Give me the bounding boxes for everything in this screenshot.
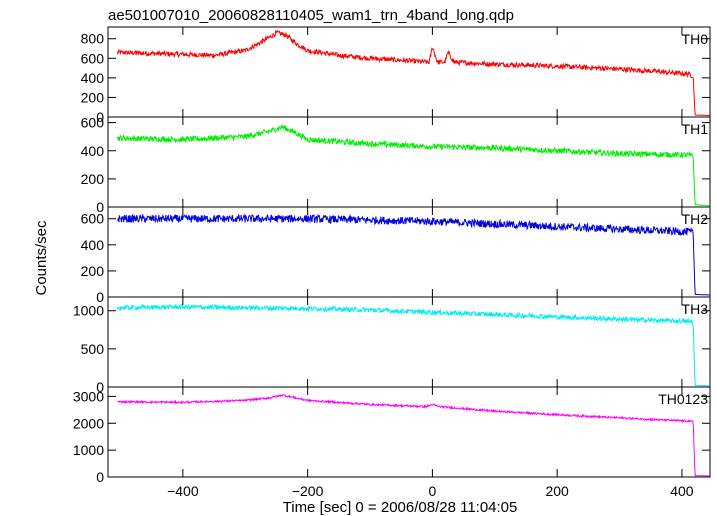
y-tick-label: 600 [81,115,105,131]
y-tick-label: 3000 [73,388,104,404]
x-tick-label: 0 [428,483,436,499]
y-tick-label: 400 [81,237,105,253]
panel-th3: 0 500 1000 TH3 [73,296,711,395]
y-tick-label: 200 [81,171,105,187]
y-tick-label: 0 [96,469,104,485]
y-tick-label: 2000 [73,415,104,431]
y-tick-label: 1000 [73,442,104,458]
panel-label: TH3 [682,301,709,317]
panel-frame [107,386,711,478]
panel-label: TH1 [682,121,709,137]
panel-label: TH0 [682,31,709,47]
panel-frame [107,26,711,118]
panel-frame [107,296,711,388]
y-tick-label: 200 [81,89,105,105]
panel-th1: 0 200 400 600 TH1 [81,115,711,215]
series-line-th2 [116,213,710,296]
series-line-th0 [116,29,710,116]
y-tick-label: 600 [81,211,105,227]
y-tick-label: 400 [81,143,105,159]
series-line-th0123 [117,393,710,477]
panel-frame [107,116,711,208]
x-axis-label: Time [sec] 0 = 2006/08/28 11:04:05 [283,499,518,516]
panel-label: TH2 [682,211,709,227]
series-line-th1 [116,124,710,207]
y-tick-label: 400 [81,70,105,86]
panels-group: 0 200 400 600 800 TH0 0 200 400 600 TH1 0 200 400 600 T… [73,26,711,485]
chart-title: ae501007010_20060828110405_wam1_trn_4ban… [108,7,514,24]
x-tick-label: −200 [292,483,324,499]
y-tick-label: 0 [96,199,104,215]
y-axis-label: Counts/sec [33,220,50,296]
y-tick-label: 0 [96,379,104,395]
series-line-th3 [116,303,710,387]
panel-label: TH0123 [658,391,708,407]
panel-th0: 0 200 400 600 800 TH0 [81,26,711,125]
y-tick-label: 1000 [73,303,104,319]
x-tick-label: −400 [167,483,199,499]
y-tick-label: 0 [96,109,104,125]
y-tick-label: 600 [81,50,105,66]
y-tick-label: 200 [81,263,105,279]
panel-th2: 0 200 400 600 TH2 [81,206,711,305]
y-tick-label: 0 [96,289,104,305]
x-tick-label: 200 [545,483,569,499]
x-tick-labels: −400 −200 0 200 400 [167,483,694,499]
panel-th0123: 0 1000 2000 3000 TH0123 [73,386,711,485]
y-tick-label: 800 [81,31,105,47]
x-tick-label: 400 [670,483,694,499]
y-tick-label: 500 [81,341,105,357]
